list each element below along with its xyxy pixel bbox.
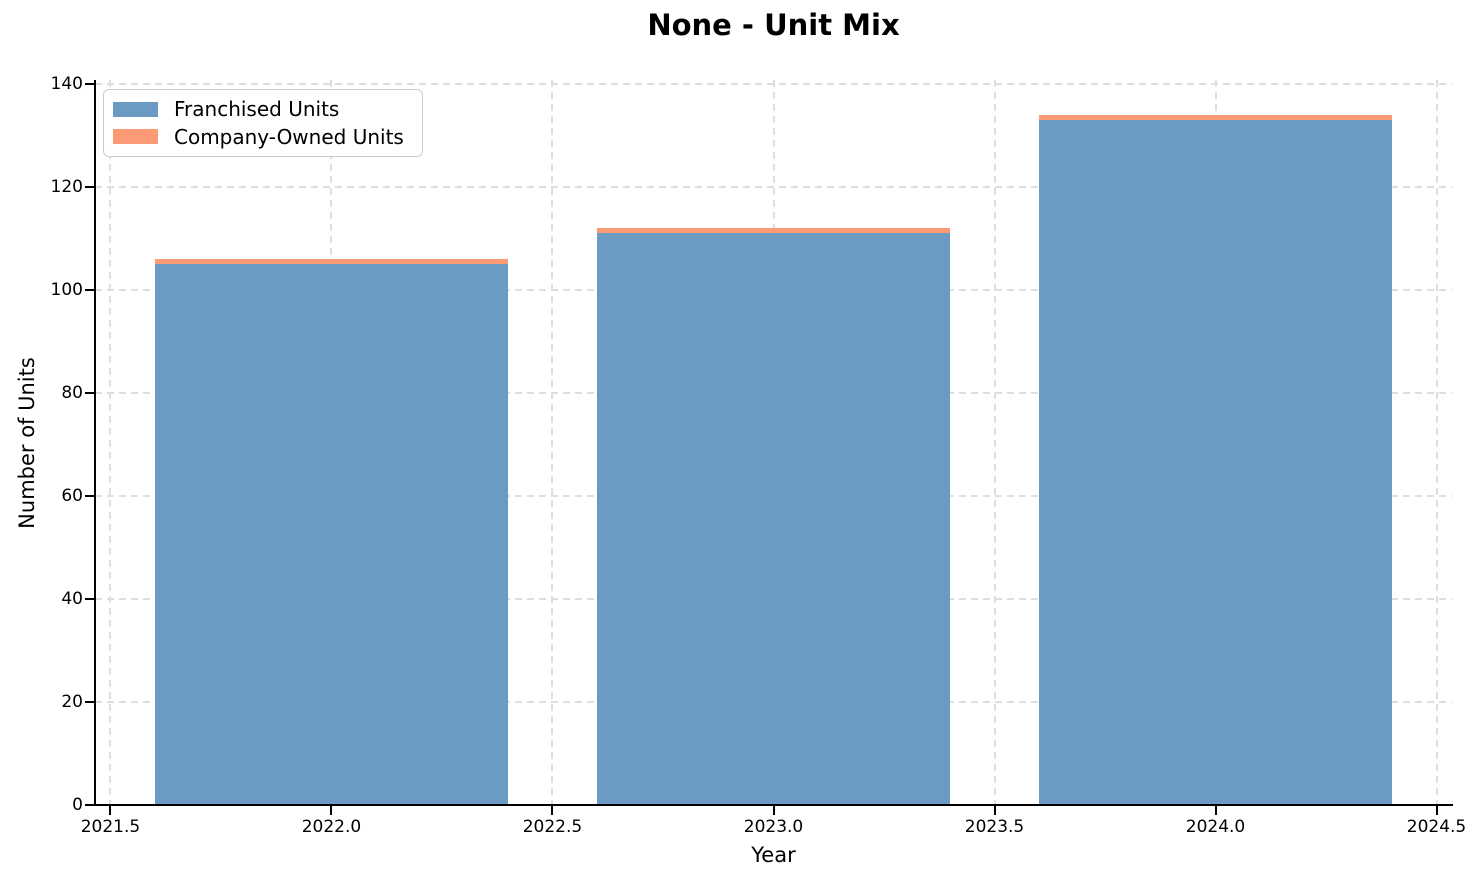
- y-tick-60: [85, 494, 95, 497]
- y-tick-label-0: 0: [72, 795, 83, 815]
- bar-franchised-units-2022: [154, 263, 509, 805]
- legend: Franchised Units Company-Owned Units: [103, 89, 423, 157]
- legend-label: Franchised Units: [174, 97, 340, 122]
- bar-company-owned-units-2022: [154, 258, 509, 264]
- y-tick-label-60: 60: [61, 485, 83, 506]
- y-tick-label-120: 120: [50, 176, 83, 197]
- x-tick-label-2024.5: 2024.5: [1406, 817, 1467, 837]
- y-axis-spine: [94, 80, 96, 806]
- y-tick-label-80: 80: [61, 382, 83, 403]
- x-tick-2022.5: [551, 805, 554, 815]
- x-tick-2024.5: [1435, 805, 1438, 815]
- y-tick-0: [85, 804, 95, 806]
- y-tick-40: [85, 597, 95, 600]
- x-tick-label-2024.0: 2024.0: [1185, 817, 1246, 837]
- gridline-x-2024.5: [1435, 80, 1438, 805]
- y-tick-120: [85, 185, 95, 188]
- gridline-x-2023.5: [993, 80, 996, 805]
- bar-franchised-units-2024: [1038, 119, 1393, 805]
- bar-franchised-units-2023: [596, 233, 951, 805]
- x-tick-label-2023.0: 2023.0: [743, 817, 804, 837]
- y-tick-140: [85, 82, 95, 85]
- y-tick-100: [85, 288, 95, 291]
- y-tick-label-20: 20: [61, 691, 83, 712]
- chart-title: None - Unit Mix: [647, 8, 900, 42]
- x-tick-label-2022.5: 2022.5: [522, 817, 583, 837]
- legend-swatch-company-owned-units: [113, 129, 158, 145]
- y-tick-label-40: 40: [61, 588, 83, 609]
- gridline-x-2022.5: [551, 80, 554, 805]
- x-tick-2023.5: [993, 805, 996, 815]
- legend-item: Company-Owned Units: [113, 125, 413, 149]
- x-tick-2023.0: [772, 805, 775, 815]
- x-tick-2022.0: [330, 805, 333, 815]
- bar-company-owned-units-2023: [596, 227, 951, 234]
- y-tick-80: [85, 391, 95, 394]
- x-axis-label: Year: [751, 843, 796, 867]
- legend-swatch-franchised-units: [113, 101, 158, 117]
- y-tick-label-100: 100: [50, 279, 83, 300]
- x-tick-label-2023.5: 2023.5: [964, 817, 1025, 837]
- gridline-x-2021.5: [109, 80, 112, 805]
- bar-company-owned-units-2024: [1038, 114, 1393, 120]
- legend-item: Franchised Units: [113, 97, 413, 121]
- x-tick-2021.5: [109, 805, 112, 815]
- legend-label: Company-Owned Units: [174, 124, 404, 149]
- x-tick-label-2022.0: 2022.0: [301, 817, 362, 837]
- x-tick-2024.0: [1214, 805, 1217, 815]
- y-tick-label-140: 140: [50, 73, 83, 94]
- x-tick-label-2021.5: 2021.5: [80, 817, 141, 837]
- y-tick-20: [85, 700, 95, 703]
